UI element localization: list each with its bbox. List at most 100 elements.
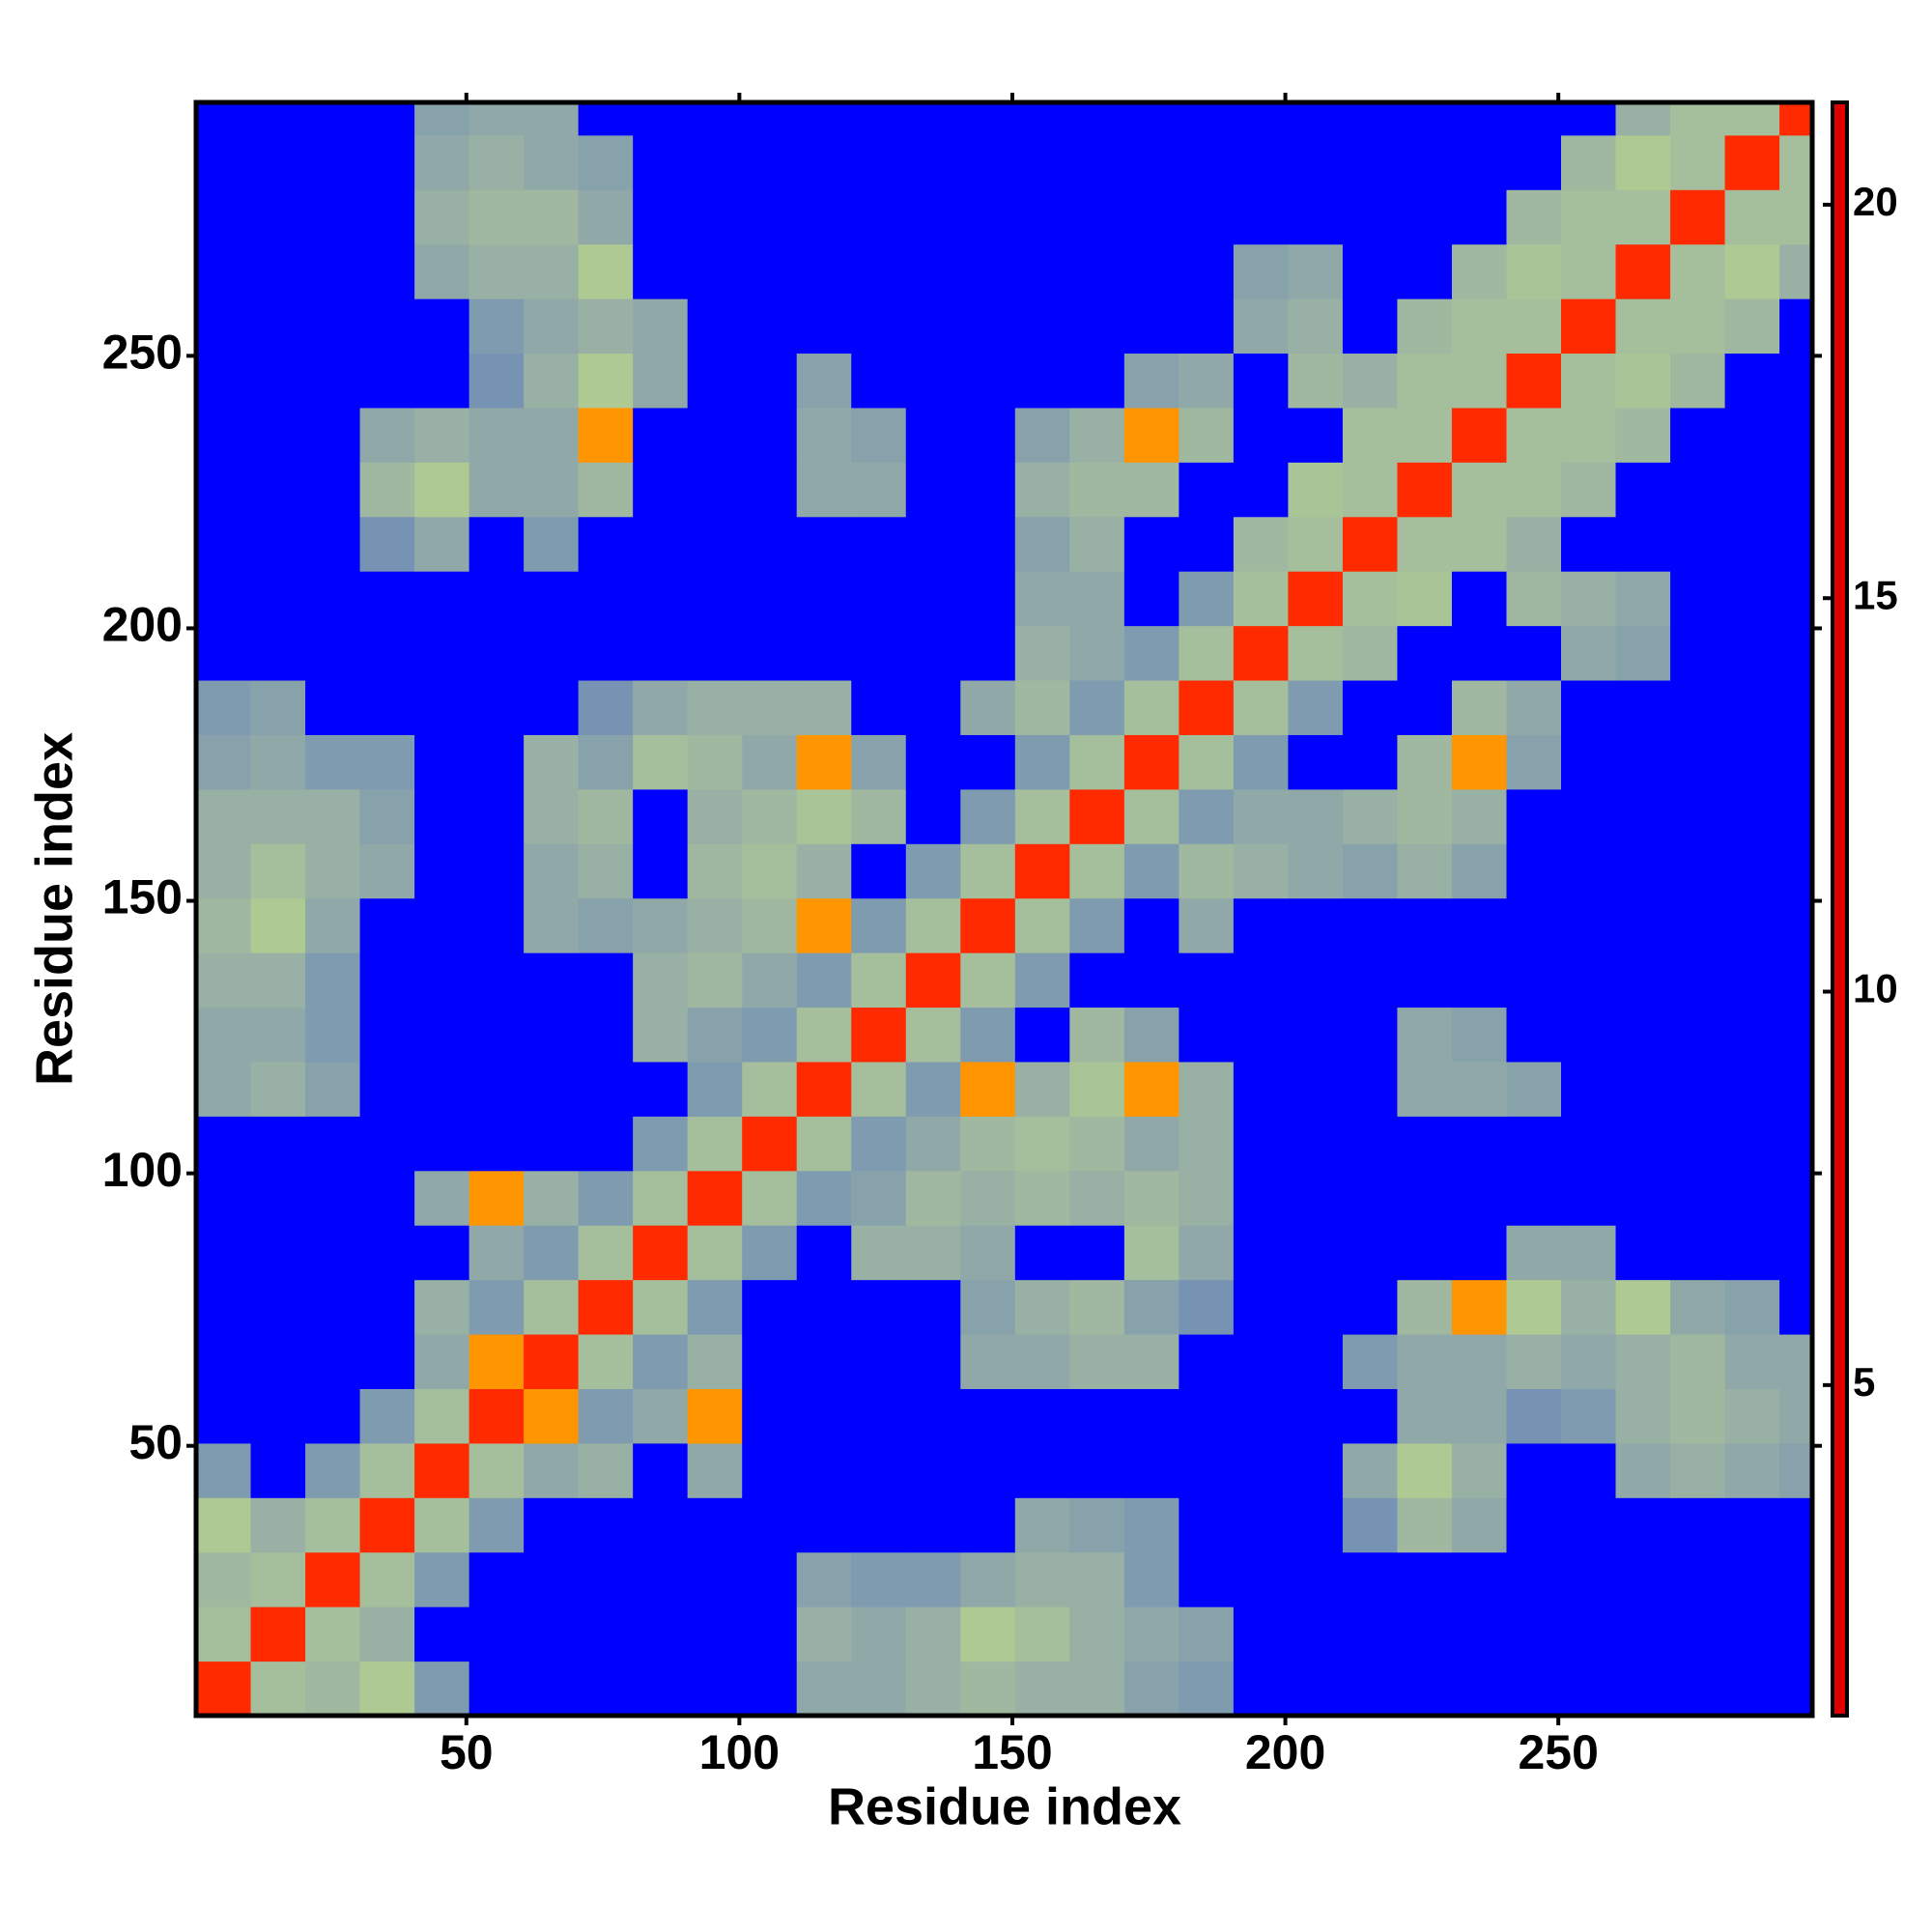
heatmap-cell bbox=[633, 734, 689, 790]
heatmap-cell bbox=[1233, 625, 1289, 681]
heatmap-cell bbox=[687, 1116, 743, 1172]
heatmap-cell bbox=[250, 1334, 306, 1389]
heatmap-cell bbox=[1069, 1116, 1125, 1172]
heatmap-cell bbox=[305, 407, 361, 463]
heatmap-cell bbox=[196, 1606, 252, 1662]
heatmap-cell bbox=[1670, 1497, 1726, 1553]
heatmap-cell bbox=[1451, 1388, 1507, 1444]
heatmap-cell bbox=[1342, 1334, 1398, 1389]
heatmap-cell bbox=[359, 1279, 415, 1335]
heatmap-cell bbox=[1233, 897, 1289, 953]
heatmap-cell bbox=[905, 788, 961, 844]
heatmap-cell bbox=[359, 1225, 415, 1281]
heatmap-cell bbox=[1069, 897, 1125, 953]
heatmap-cell bbox=[1506, 1225, 1562, 1281]
heatmap-cell bbox=[687, 1225, 743, 1281]
heatmap-cell bbox=[1123, 1606, 1179, 1662]
heatmap-cell bbox=[905, 353, 961, 409]
heatmap-cell bbox=[578, 1551, 634, 1607]
heatmap-cell bbox=[1451, 102, 1507, 136]
heatmap-cell bbox=[905, 1225, 961, 1281]
heatmap-cell bbox=[1615, 1497, 1671, 1553]
heatmap-cell bbox=[1342, 134, 1398, 190]
heatmap-cell bbox=[1288, 734, 1344, 790]
heatmap-cell bbox=[1014, 407, 1070, 463]
heatmap-cell bbox=[687, 1551, 743, 1607]
heatmap-cell bbox=[796, 843, 852, 899]
heatmap-cell bbox=[960, 298, 1016, 355]
heatmap-cell bbox=[1724, 1551, 1780, 1607]
heatmap-cell bbox=[1288, 1170, 1344, 1226]
heatmap-cell bbox=[1233, 1279, 1289, 1335]
heatmap-cell bbox=[1014, 1661, 1070, 1717]
heatmap-cell bbox=[469, 1061, 525, 1117]
heatmap-cell bbox=[250, 1116, 306, 1172]
heatmap-cell bbox=[1561, 1007, 1617, 1063]
heatmap-cell bbox=[851, 788, 907, 844]
heatmap-cell bbox=[1451, 516, 1507, 572]
heatmap-cell bbox=[196, 1661, 252, 1717]
heatmap-cell bbox=[414, 1279, 470, 1335]
heatmap-cell bbox=[469, 1225, 525, 1281]
heatmap-cell bbox=[1779, 1497, 1813, 1553]
heatmap-cell bbox=[305, 462, 361, 518]
heatmap-cell bbox=[1561, 1116, 1617, 1172]
heatmap-cell bbox=[578, 134, 634, 190]
heatmap-cell bbox=[796, 1007, 852, 1063]
heatmap-cell bbox=[1123, 1225, 1179, 1281]
heatmap-cell bbox=[1342, 189, 1398, 245]
heatmap-cell bbox=[742, 1279, 798, 1335]
heatmap-cell bbox=[469, 407, 525, 463]
colorbar bbox=[1831, 100, 1849, 1718]
heatmap-cell bbox=[1670, 571, 1726, 627]
heatmap-cell bbox=[1069, 298, 1125, 355]
heatmap-cell bbox=[1123, 571, 1179, 627]
heatmap-cell bbox=[1670, 843, 1726, 899]
heatmap-cell bbox=[1451, 243, 1507, 299]
heatmap-cell bbox=[796, 1388, 852, 1444]
heatmap-cell bbox=[250, 1388, 306, 1444]
heatmap-cell bbox=[960, 516, 1016, 572]
heatmap-cell bbox=[796, 1170, 852, 1226]
heatmap-cell bbox=[469, 102, 525, 136]
heatmap-cell bbox=[1615, 1661, 1671, 1717]
heatmap-cell bbox=[1561, 1606, 1617, 1662]
heatmap-cell bbox=[851, 734, 907, 790]
heatmap-cell bbox=[469, 1279, 525, 1335]
heatmap-cell bbox=[1069, 243, 1125, 299]
heatmap-cell bbox=[414, 243, 470, 299]
heatmap-cell bbox=[1451, 189, 1507, 245]
heatmap-cell bbox=[524, 571, 580, 627]
heatmap-cell bbox=[905, 1606, 961, 1662]
heatmap-cell bbox=[1069, 1170, 1125, 1226]
heatmap-cell bbox=[1014, 516, 1070, 572]
heatmap-cell bbox=[796, 462, 852, 518]
heatmap-cell bbox=[359, 102, 415, 136]
heatmap-cell bbox=[633, 1007, 689, 1063]
heatmap-cell bbox=[414, 407, 470, 463]
heatmap-cell bbox=[250, 134, 306, 190]
heatmap-cell bbox=[1724, 1497, 1780, 1553]
heatmap-cell bbox=[1779, 407, 1813, 463]
heatmap-cell bbox=[905, 571, 961, 627]
heatmap-cell bbox=[851, 1388, 907, 1444]
heatmap-cell bbox=[469, 1116, 525, 1172]
heatmap-cell bbox=[1233, 1061, 1289, 1117]
heatmap-cell bbox=[1179, 843, 1235, 899]
heatmap-cell bbox=[1615, 897, 1671, 953]
heatmap-cell bbox=[1123, 1497, 1179, 1553]
heatmap-cell bbox=[1233, 1116, 1289, 1172]
heatmap-cell bbox=[469, 1388, 525, 1444]
heatmap-cell bbox=[1342, 1551, 1398, 1607]
heatmap-cell bbox=[469, 625, 525, 681]
y-axis-label: Residue index bbox=[25, 732, 83, 1086]
heatmap-cell bbox=[524, 897, 580, 953]
heatmap-cell bbox=[1342, 298, 1398, 355]
heatmap-cell bbox=[1779, 462, 1813, 518]
heatmap-cell bbox=[1451, 952, 1507, 1009]
heatmap-cell bbox=[960, 625, 1016, 681]
heatmap-cell bbox=[1561, 189, 1617, 245]
heatmap-cell bbox=[469, 189, 525, 245]
heatmap-cell bbox=[1123, 189, 1179, 245]
heatmap-cell bbox=[1179, 353, 1235, 409]
